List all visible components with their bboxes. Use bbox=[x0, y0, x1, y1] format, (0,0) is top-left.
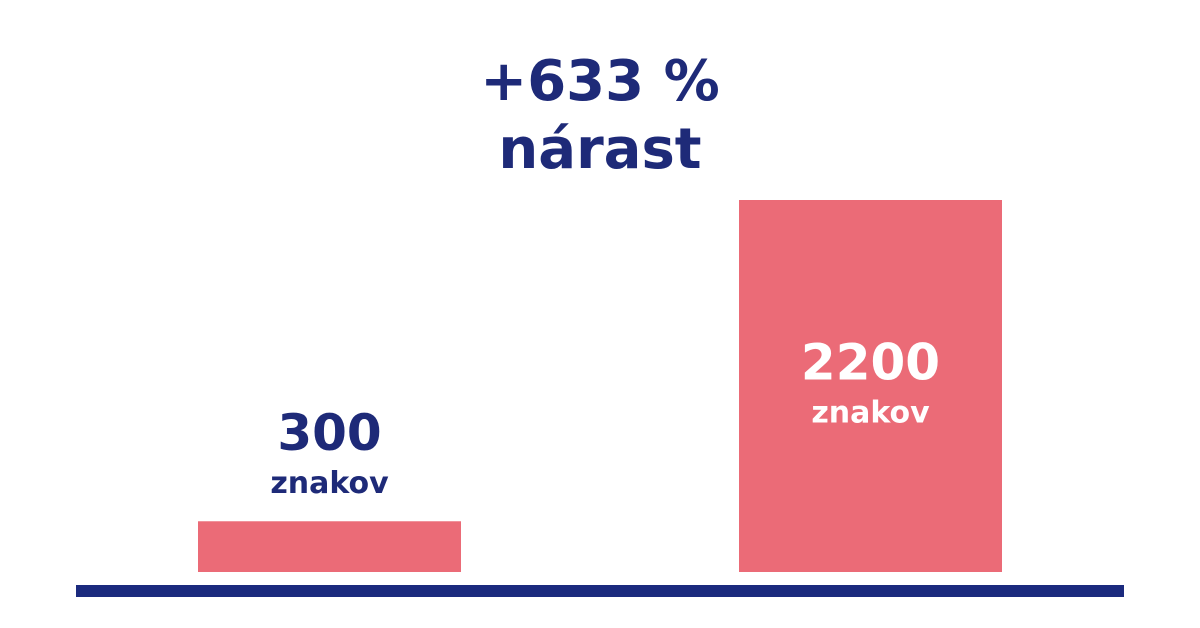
value-label: 2200 bbox=[801, 334, 940, 392]
chart-title: +633 % bbox=[480, 49, 719, 114]
bar bbox=[739, 200, 1002, 572]
bar bbox=[198, 521, 461, 572]
unit-label: znakov bbox=[270, 466, 389, 501]
baseline bbox=[76, 585, 1124, 597]
chart-subtitle: nárast bbox=[498, 117, 701, 182]
value-label: 300 bbox=[277, 404, 381, 462]
unit-label: znakov bbox=[811, 396, 930, 431]
